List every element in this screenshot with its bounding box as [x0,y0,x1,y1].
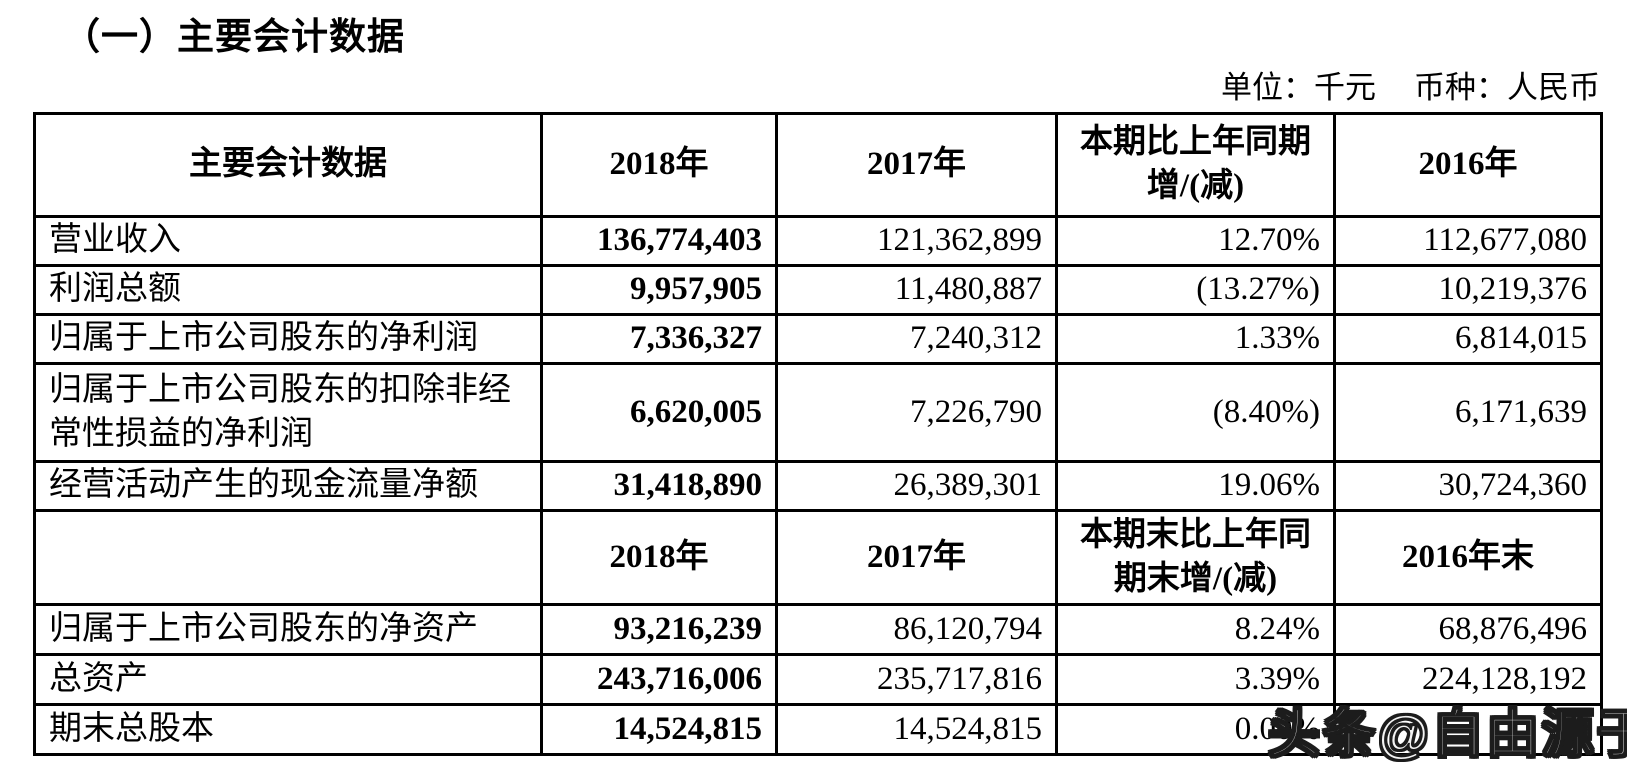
value-2017: 121,362,899 [775,215,1058,267]
table-row: 经营活动产生的现金流量净额 31,418,890 26,389,301 19.0… [33,460,1603,512]
value-2017: 26,389,301 [775,460,1058,512]
table-row: 归属于上市公司股东的净利润 7,336,327 7,240,312 1.33% … [33,313,1603,365]
table-row: 营业收入 136,774,403 121,362,899 12.70% 112,… [33,215,1603,267]
col-header-blank [33,509,543,606]
value-2017: 235,717,816 [775,653,1058,706]
value-2016: 6,171,639 [1333,362,1603,463]
value-2016: 68,876,496 [1333,603,1603,656]
col-header-2017-end: 2017年 [775,509,1058,606]
col-header-2018: 2018年 [540,112,778,218]
value-change: (8.40%) [1055,362,1336,463]
value-2017: 11,480,887 [775,264,1058,316]
value-2016: 224,128,192 [1333,653,1603,706]
value-2017: 14,524,815 [775,703,1058,756]
table-row: 利润总额 9,957,905 11,480,887 (13.27%) 10,21… [33,264,1603,316]
header-row-period-end: 2018年 2017年 本期末比上年同期末增/(减) 2016年末 [33,509,1603,606]
value-2018: 9,957,905 [540,264,778,316]
col-header-2018-end: 2018年 [540,509,778,606]
value-2018: 93,216,239 [540,603,778,656]
table-row: 归属于上市公司股东的净资产 93,216,239 86,120,794 8.24… [33,603,1603,656]
value-2016: 6,814,015 [1333,313,1603,365]
metric-label: 归属于上市公司股东的净利润 [33,313,543,365]
value-2018: 243,716,006 [540,653,778,706]
value-2018: 14,524,815 [540,703,778,756]
metric-label: 经营活动产生的现金流量净额 [33,460,543,512]
value-change: 8.24% [1055,603,1336,656]
value-change: 19.06% [1055,460,1336,512]
toutiao-watermark: 头条@自由源于 [1267,705,1627,765]
col-header-change-end: 本期末比上年同期末增/(减) [1055,509,1336,606]
table-row: 总资产 243,716,006 235,717,816 3.39% 224,12… [33,653,1603,706]
value-2018: 7,336,327 [540,313,778,365]
value-change: 1.33% [1055,313,1336,365]
accounting-data-table: 主要会计数据 2018年 2017年 本期比上年同期增/(减) 2016年 营业… [33,112,1603,756]
value-2016: 30,724,360 [1333,460,1603,512]
value-2018: 6,620,005 [540,362,778,463]
page-title: （一）主要会计数据 [63,17,405,58]
value-2017: 7,226,790 [775,362,1058,463]
value-2016 [1333,703,1603,756]
unit-label: 单位：千元 [1221,70,1376,105]
col-header-metric: 主要会计数据 [33,112,543,218]
col-header-2016-end: 2016年末 [1333,509,1603,606]
value-2016: 112,677,080 [1333,215,1603,267]
value-2016: 10,219,376 [1333,264,1603,316]
col-header-2016: 2016年 [1333,112,1603,218]
table-row: 期末总股本 14,524,815 14,524,815 0.00% [33,703,1603,756]
metric-label: 利润总额 [33,264,543,316]
metric-label: 归属于上市公司股东的扣除非经常性损益的净利润 [33,362,543,463]
value-2017: 86,120,794 [775,603,1058,656]
value-2018: 31,418,890 [540,460,778,512]
value-2017: 7,240,312 [775,313,1058,365]
metric-label: 总资产 [33,653,543,706]
metric-label: 营业收入 [33,215,543,267]
currency-label: 币种：人民币 [1414,70,1600,105]
metric-label: 归属于上市公司股东的净资产 [33,603,543,656]
col-header-2017: 2017年 [775,112,1058,218]
table-row: 归属于上市公司股东的扣除非经常性损益的净利润 6,620,005 7,226,7… [33,362,1603,463]
value-change: 12.70% [1055,215,1336,267]
value-2018: 136,774,403 [540,215,778,267]
metric-label: 期末总股本 [33,703,543,756]
value-change: 0.00% [1055,703,1336,756]
unit-note: 单位：千元 币种：人民币 [1221,62,1600,107]
value-change: 3.39% [1055,653,1336,706]
value-change: (13.27%) [1055,264,1336,316]
header-row-annual: 主要会计数据 2018年 2017年 本期比上年同期增/(减) 2016年 [33,112,1603,218]
col-header-change: 本期比上年同期增/(减) [1055,112,1336,218]
